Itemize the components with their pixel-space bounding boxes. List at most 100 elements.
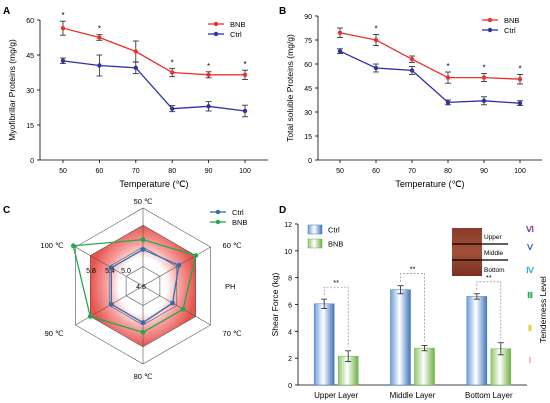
- tenderness-level-label: Ⅱ: [528, 323, 532, 333]
- data-point: [481, 98, 487, 104]
- bar: [390, 289, 411, 386]
- y-tick-label: 2: [288, 356, 292, 363]
- data-point: [60, 58, 66, 64]
- series-line: [62, 60, 246, 112]
- inset-layer-label: Bottom: [484, 267, 505, 274]
- bar: [466, 296, 488, 386]
- data-point: [170, 70, 175, 75]
- x-tick-label: 90: [205, 168, 213, 175]
- inset-layer-label: Middle: [484, 250, 504, 257]
- y-tick-label: 60: [26, 18, 34, 25]
- series-line: [339, 50, 521, 104]
- x-tick-label: 50: [59, 168, 67, 175]
- data-point: [337, 49, 343, 54]
- radar-data-point: [140, 320, 146, 325]
- data-point: [206, 72, 211, 78]
- bar: [414, 347, 435, 386]
- y-tick-label: 4: [288, 329, 292, 336]
- tenderness-level-label: Ⅴ: [526, 242, 534, 252]
- radar-ring-label: 5.8: [86, 268, 96, 275]
- radar-data-point: [140, 237, 146, 243]
- x-tick-label: 80: [444, 168, 452, 175]
- data-point: [133, 49, 138, 54]
- significance-mark: *: [98, 25, 101, 34]
- legend-label: Ctrl: [232, 208, 244, 217]
- data-point: [170, 106, 175, 111]
- radar-spoke: [75, 285, 144, 326]
- radar-data-point: [170, 300, 175, 306]
- legend-swatch-marker: [213, 21, 219, 27]
- legend-swatch-marker: [215, 209, 221, 215]
- x-tick-label: 80: [168, 168, 176, 175]
- y-tick-label: 0: [288, 383, 292, 390]
- legend-swatch-marker: [213, 31, 219, 37]
- y-axis-label: Total soluble Proteins (mg/g): [285, 34, 295, 142]
- panel-letter-a: A: [3, 6, 10, 17]
- data-point: [373, 65, 379, 71]
- radar-spoke-label: 70 ℃: [223, 329, 242, 338]
- x-tick-label: 60: [96, 168, 104, 175]
- radar-spoke: [142, 285, 211, 326]
- x-tick-label: Bottom Layer: [465, 391, 513, 400]
- data-point: [97, 63, 102, 68]
- radar-ring-label: 4.6: [136, 284, 146, 291]
- significance-mark: *: [61, 11, 64, 20]
- radar-data-point: [140, 329, 146, 335]
- panel-letter-b: B: [279, 6, 286, 17]
- legend-label: BNB: [230, 20, 245, 29]
- radar-spoke: [75, 246, 144, 287]
- y-axis-label: Shear Force (kg): [270, 272, 280, 336]
- data-point: [517, 101, 523, 106]
- radar-spoke-label: 50 ℃: [134, 197, 153, 206]
- data-point: [445, 75, 451, 80]
- tenderness-level-label: Ⅰ: [529, 355, 532, 365]
- legend-swatch-marker: [215, 219, 221, 225]
- significance-mark: *: [171, 58, 174, 67]
- significance-mark: *: [243, 60, 246, 69]
- y-axis-label: Myofibrillar Proteins (mg/g): [7, 39, 17, 141]
- y-tick-label: 45: [304, 86, 312, 93]
- radar-spoke-label: 60 ℃: [223, 241, 242, 250]
- y-tick-label: 12: [284, 222, 292, 229]
- y-tick-label: 75: [304, 38, 312, 45]
- radar-data-point: [87, 314, 93, 319]
- series-line: [339, 32, 521, 80]
- radar-spoke: [142, 246, 211, 287]
- data-point: [206, 104, 211, 109]
- radar-ring-label: 5.4: [105, 268, 115, 275]
- radar-ring-label: 5.0: [121, 268, 131, 275]
- y-tick-label: 15: [304, 134, 312, 141]
- panel-b-line-chart: 0 15 30 45 60 75 90 50 60 70 80 90 100 Temperature (℃…: [285, 14, 542, 189]
- y-tick-label: 30: [26, 88, 34, 95]
- significance-mark: *: [207, 62, 210, 71]
- y-tick-label: 60: [304, 62, 312, 69]
- y-tick-label: 10: [284, 249, 292, 256]
- tenderness-level-label: Ⅵ: [525, 224, 534, 234]
- legend-label: BNB: [504, 16, 519, 25]
- y-tick-label: 45: [26, 53, 34, 60]
- data-point: [409, 57, 415, 62]
- radar-spoke-label: 90 ℃: [45, 329, 64, 338]
- legend-swatch: [307, 224, 323, 235]
- x-tick-label: Upper Layer: [314, 391, 358, 400]
- x-tick-label: 100: [239, 168, 251, 175]
- significance-mark: *: [374, 24, 377, 33]
- radar-ph-label: PH: [225, 282, 235, 291]
- legend-label: BNB: [328, 240, 343, 249]
- significance-bracket: [476, 281, 502, 339]
- x-tick-label: 70: [408, 168, 416, 175]
- data-point: [133, 65, 138, 71]
- y-tick-label: 8: [288, 276, 292, 283]
- data-point: [97, 35, 102, 40]
- radar-data-point: [180, 306, 186, 312]
- tenderness-level-label: Ⅳ: [526, 265, 535, 275]
- panel-a-line-chart: 0 15 30 45 60 50 60 70 80 90 100 Temperature (℃) Myo…: [7, 11, 268, 189]
- significance-mark: **: [333, 278, 339, 287]
- data-point: [242, 72, 248, 78]
- panel-letter-c: C: [3, 205, 10, 216]
- x-tick-label: 90: [480, 168, 488, 175]
- significance-mark: *: [518, 64, 521, 73]
- radar-data-point: [70, 243, 76, 249]
- x-axis-label: Temperature (℃): [119, 179, 188, 189]
